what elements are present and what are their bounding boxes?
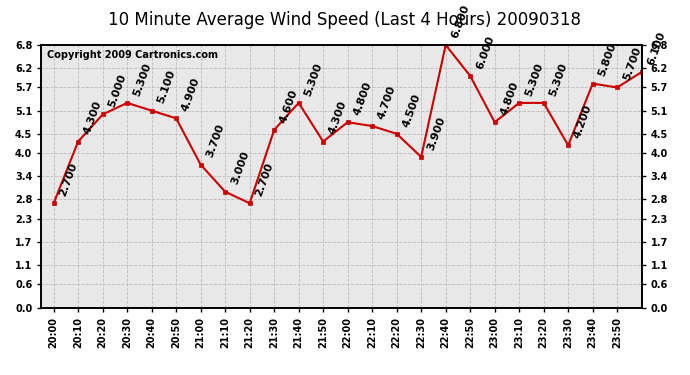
Text: 2.700: 2.700 (254, 161, 275, 198)
Text: 5.100: 5.100 (156, 69, 177, 105)
Text: 4.800: 4.800 (352, 80, 373, 117)
Text: 4.700: 4.700 (376, 84, 397, 120)
Text: 3.900: 3.900 (425, 115, 446, 152)
Text: 3.000: 3.000 (229, 150, 250, 186)
Text: 4.300: 4.300 (327, 100, 348, 136)
Text: 6.100: 6.100 (646, 30, 667, 66)
Text: 6.000: 6.000 (474, 34, 495, 70)
Text: 4.600: 4.600 (278, 88, 299, 124)
Text: 5.800: 5.800 (597, 42, 618, 78)
Text: 5.300: 5.300 (523, 61, 544, 98)
Text: Copyright 2009 Cartronics.com: Copyright 2009 Cartronics.com (48, 50, 219, 60)
Text: 10 Minute Average Wind Speed (Last 4 Hours) 20090318: 10 Minute Average Wind Speed (Last 4 Hou… (108, 11, 582, 29)
Text: 5.300: 5.300 (548, 61, 569, 98)
Text: 4.500: 4.500 (401, 92, 422, 128)
Text: 2.700: 2.700 (58, 161, 79, 198)
Text: 4.800: 4.800 (499, 80, 520, 117)
Text: 3.700: 3.700 (205, 123, 226, 159)
Text: 4.900: 4.900 (180, 76, 201, 113)
Text: 5.000: 5.000 (107, 73, 128, 109)
Text: 6.800: 6.800 (450, 3, 471, 39)
Text: 4.200: 4.200 (573, 104, 594, 140)
Text: 5.300: 5.300 (131, 61, 152, 98)
Text: 4.300: 4.300 (82, 100, 104, 136)
Text: 5.700: 5.700 (622, 46, 642, 82)
Text: 5.300: 5.300 (303, 61, 324, 98)
